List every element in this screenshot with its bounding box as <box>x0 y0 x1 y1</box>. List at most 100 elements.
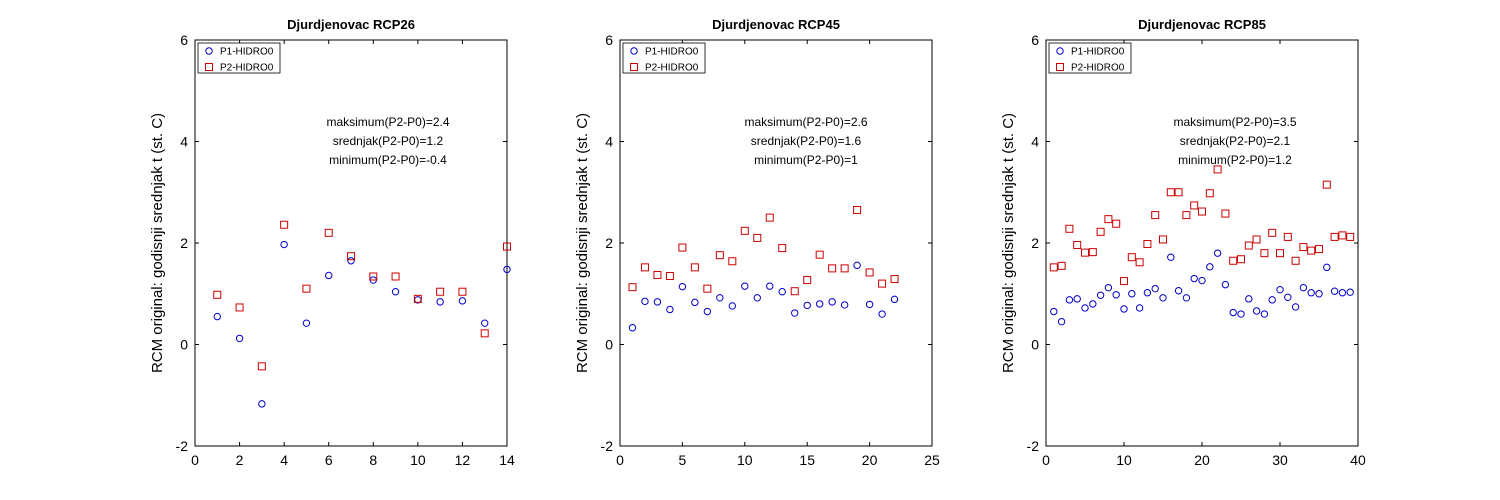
data-point-series-2 <box>1088 248 1097 257</box>
data-point-series-1 <box>815 300 824 308</box>
data-point-series-2 <box>828 264 837 273</box>
data-point-series-1 <box>391 288 400 296</box>
chart-title: Djurdjenovac RCP45 <box>712 17 840 32</box>
data-point-series-1 <box>1143 289 1152 297</box>
data-point-series-1 <box>628 324 637 332</box>
data-point-series-1 <box>1128 290 1136 298</box>
x-tick-label: 8 <box>369 452 377 468</box>
annotation-text: maksimum(P2-P0)=3.5 <box>1173 115 1296 129</box>
data-point-series-1 <box>766 282 774 290</box>
data-point-series-1 <box>1198 276 1206 285</box>
data-point-series-1 <box>1245 295 1253 303</box>
data-point-series-2 <box>413 294 422 303</box>
annotation-text: minimum(P2-P0)=-0.4 <box>329 153 447 167</box>
y-tick-label: -2 <box>1027 438 1040 454</box>
annotation-text: minimum(P2-P0)=1.2 <box>1178 153 1292 167</box>
data-point-series-2 <box>1260 249 1269 258</box>
data-point-series-2 <box>1346 232 1355 241</box>
plot-area <box>1045 39 1359 447</box>
data-point-series-2 <box>1237 255 1245 264</box>
data-point-series-1 <box>1315 290 1323 298</box>
data-point-series-1 <box>258 400 266 408</box>
data-point-series-1 <box>803 301 811 310</box>
data-point-series-1 <box>347 257 355 265</box>
y-tick-label: -2 <box>176 438 189 454</box>
data-point-series-1 <box>890 295 899 304</box>
data-point-series-1 <box>503 265 511 274</box>
legend-label: P1-HIDRO0 <box>645 47 699 58</box>
y-tick-label: 0 <box>1031 337 1039 353</box>
data-point-series-2 <box>1081 248 1089 257</box>
data-point-series-2 <box>1252 235 1261 244</box>
annotation-text: srednjak(P2-P0)=2.1 <box>1180 134 1291 148</box>
data-point-series-1 <box>1330 287 1339 295</box>
legend-label: P1-HIDRO0 <box>220 47 274 58</box>
legend-marker-2 <box>205 63 213 71</box>
data-point-series-1 <box>1182 294 1191 302</box>
x-tick-label: 14 <box>499 452 515 468</box>
data-point-series-1 <box>703 307 712 316</box>
y-axis-label: RCM original: godisnji srednjak t (st. C… <box>574 113 591 373</box>
data-point-series-1 <box>865 300 874 309</box>
data-point-series-1 <box>840 301 849 309</box>
annotation-text: srednjak(P2-P0)=1.2 <box>333 134 444 148</box>
data-point-series-2 <box>1213 165 1222 174</box>
x-tick-label: 2 <box>236 452 244 468</box>
data-point-series-1 <box>678 282 687 291</box>
data-point-series-2 <box>1338 231 1347 240</box>
data-point-series-2 <box>213 290 222 299</box>
y-tick-label: 0 <box>180 337 188 353</box>
data-point-series-2 <box>1182 211 1191 220</box>
data-point-series-1 <box>1135 304 1144 312</box>
x-tick-label: 20 <box>1194 452 1210 468</box>
data-point-series-2 <box>678 243 687 252</box>
data-point-series-1 <box>1346 288 1354 296</box>
data-point-series-2 <box>740 226 749 235</box>
y-axis-label: RCM original: godisnji srednjak t (st. C… <box>149 113 166 373</box>
x-tick-label: 40 <box>1350 452 1366 468</box>
y-tick-label: 6 <box>1031 32 1039 48</box>
y-tick-label: 6 <box>605 32 613 48</box>
y-axis-label: RCM original: godisnji srednjak t (st. C… <box>1000 113 1017 373</box>
data-point-series-2 <box>1268 228 1277 237</box>
data-point-series-1 <box>1089 300 1097 308</box>
data-point-series-2 <box>1190 201 1199 210</box>
data-point-series-1 <box>691 298 699 307</box>
data-point-series-2 <box>1283 232 1292 241</box>
data-point-series-1 <box>728 302 737 310</box>
data-point-series-2 <box>1112 219 1121 228</box>
data-point-series-1 <box>458 297 467 305</box>
data-point-series-2 <box>324 228 333 237</box>
data-point-series-2 <box>815 250 824 259</box>
x-tick-label: 30 <box>1272 452 1288 468</box>
y-tick-label: -2 <box>601 438 614 454</box>
data-point-series-1 <box>235 334 244 343</box>
legend-marker-1 <box>1056 47 1064 55</box>
data-point-series-2 <box>1330 232 1339 241</box>
x-tick-label: 20 <box>862 452 878 468</box>
data-point-series-2 <box>765 213 774 222</box>
legend-box <box>1048 42 1132 74</box>
data-point-series-1 <box>1268 296 1276 304</box>
y-tick-label: 4 <box>1031 134 1039 150</box>
data-point-series-2 <box>1120 277 1128 286</box>
x-tick-label: 0 <box>191 452 199 468</box>
data-point-series-2 <box>1073 241 1082 250</box>
data-point-series-2 <box>1166 188 1175 197</box>
data-point-series-2 <box>369 272 378 281</box>
data-point-series-1 <box>641 297 649 306</box>
annotation-text: srednjak(P2-P0)=1.6 <box>751 134 862 148</box>
y-tick-label: 2 <box>605 235 613 251</box>
data-point-series-2 <box>865 268 874 277</box>
legend-label: P2-HIDRO0 <box>220 63 274 74</box>
data-point-series-2 <box>778 244 787 253</box>
data-point-series-2 <box>347 252 355 261</box>
data-point-series-2 <box>628 283 637 292</box>
data-point-series-1 <box>1291 303 1300 311</box>
data-point-series-2 <box>503 242 511 251</box>
data-point-series-2 <box>391 272 400 281</box>
data-point-series-1 <box>1120 305 1128 313</box>
data-point-series-1 <box>325 271 333 280</box>
data-point-series-1 <box>1050 307 1058 316</box>
